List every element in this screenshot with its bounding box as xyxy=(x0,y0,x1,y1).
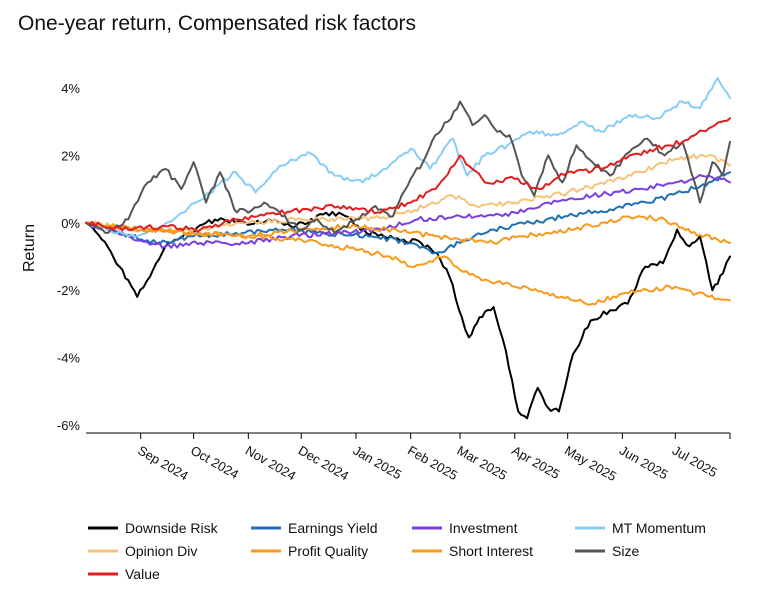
series-line-investment xyxy=(85,174,731,249)
legend-label: MT Momentum xyxy=(612,520,706,536)
legend-label: Earnings Yield xyxy=(288,520,378,536)
x-tick-label: Nov 2024 xyxy=(243,443,299,484)
x-tick-label: Feb 2025 xyxy=(405,443,460,483)
x-tick-label: Jun 2025 xyxy=(617,443,671,483)
x-tick-label: Jan 2025 xyxy=(350,443,404,483)
x-tick-label: Oct 2024 xyxy=(188,443,241,482)
legend: Downside Risk Earnings Yield Investment MT … xyxy=(88,520,706,582)
x-tick-label: Jul 2025 xyxy=(670,443,720,481)
legend-label: Value xyxy=(125,566,160,582)
x-tick-label: Mar 2025 xyxy=(455,443,510,483)
y-tick-label: -6% xyxy=(57,418,81,433)
x-tick-label: Sep 2024 xyxy=(135,443,191,484)
x-tick-label: Dec 2024 xyxy=(296,443,352,484)
y-axis-label: Return xyxy=(21,224,38,272)
series-lines xyxy=(85,76,731,420)
series-line-size xyxy=(85,100,731,234)
legend-label: Size xyxy=(612,543,639,559)
legend-label: Short Interest xyxy=(449,543,533,559)
series-line-downside-risk xyxy=(85,210,731,420)
legend-label: Opinion Div xyxy=(125,543,197,559)
x-tick-label: May 2025 xyxy=(562,443,619,485)
chart-title: One-year return, Compensated risk factor… xyxy=(18,12,416,35)
legend-label: Investment xyxy=(449,520,518,536)
y-tick-label: 0% xyxy=(61,216,80,231)
y-tick-label: -4% xyxy=(57,351,81,366)
series-line-short-interest xyxy=(85,214,731,245)
y-tick-label: 2% xyxy=(61,148,80,163)
series-line-earnings-yield xyxy=(85,171,731,255)
series-line-mt-momentum xyxy=(85,76,731,238)
y-tick-label: 4% xyxy=(61,81,80,96)
y-tick-label: -2% xyxy=(57,283,81,298)
series-line-value xyxy=(85,117,731,233)
series-line-opinion-div xyxy=(85,153,731,233)
y-axis-ticks: 4% 2% 0% -2% -4% -6% xyxy=(57,81,81,433)
legend-label: Downside Risk xyxy=(125,520,219,536)
legend-label: Profit Quality xyxy=(288,543,368,559)
x-tick-label: Apr 2025 xyxy=(509,443,562,482)
